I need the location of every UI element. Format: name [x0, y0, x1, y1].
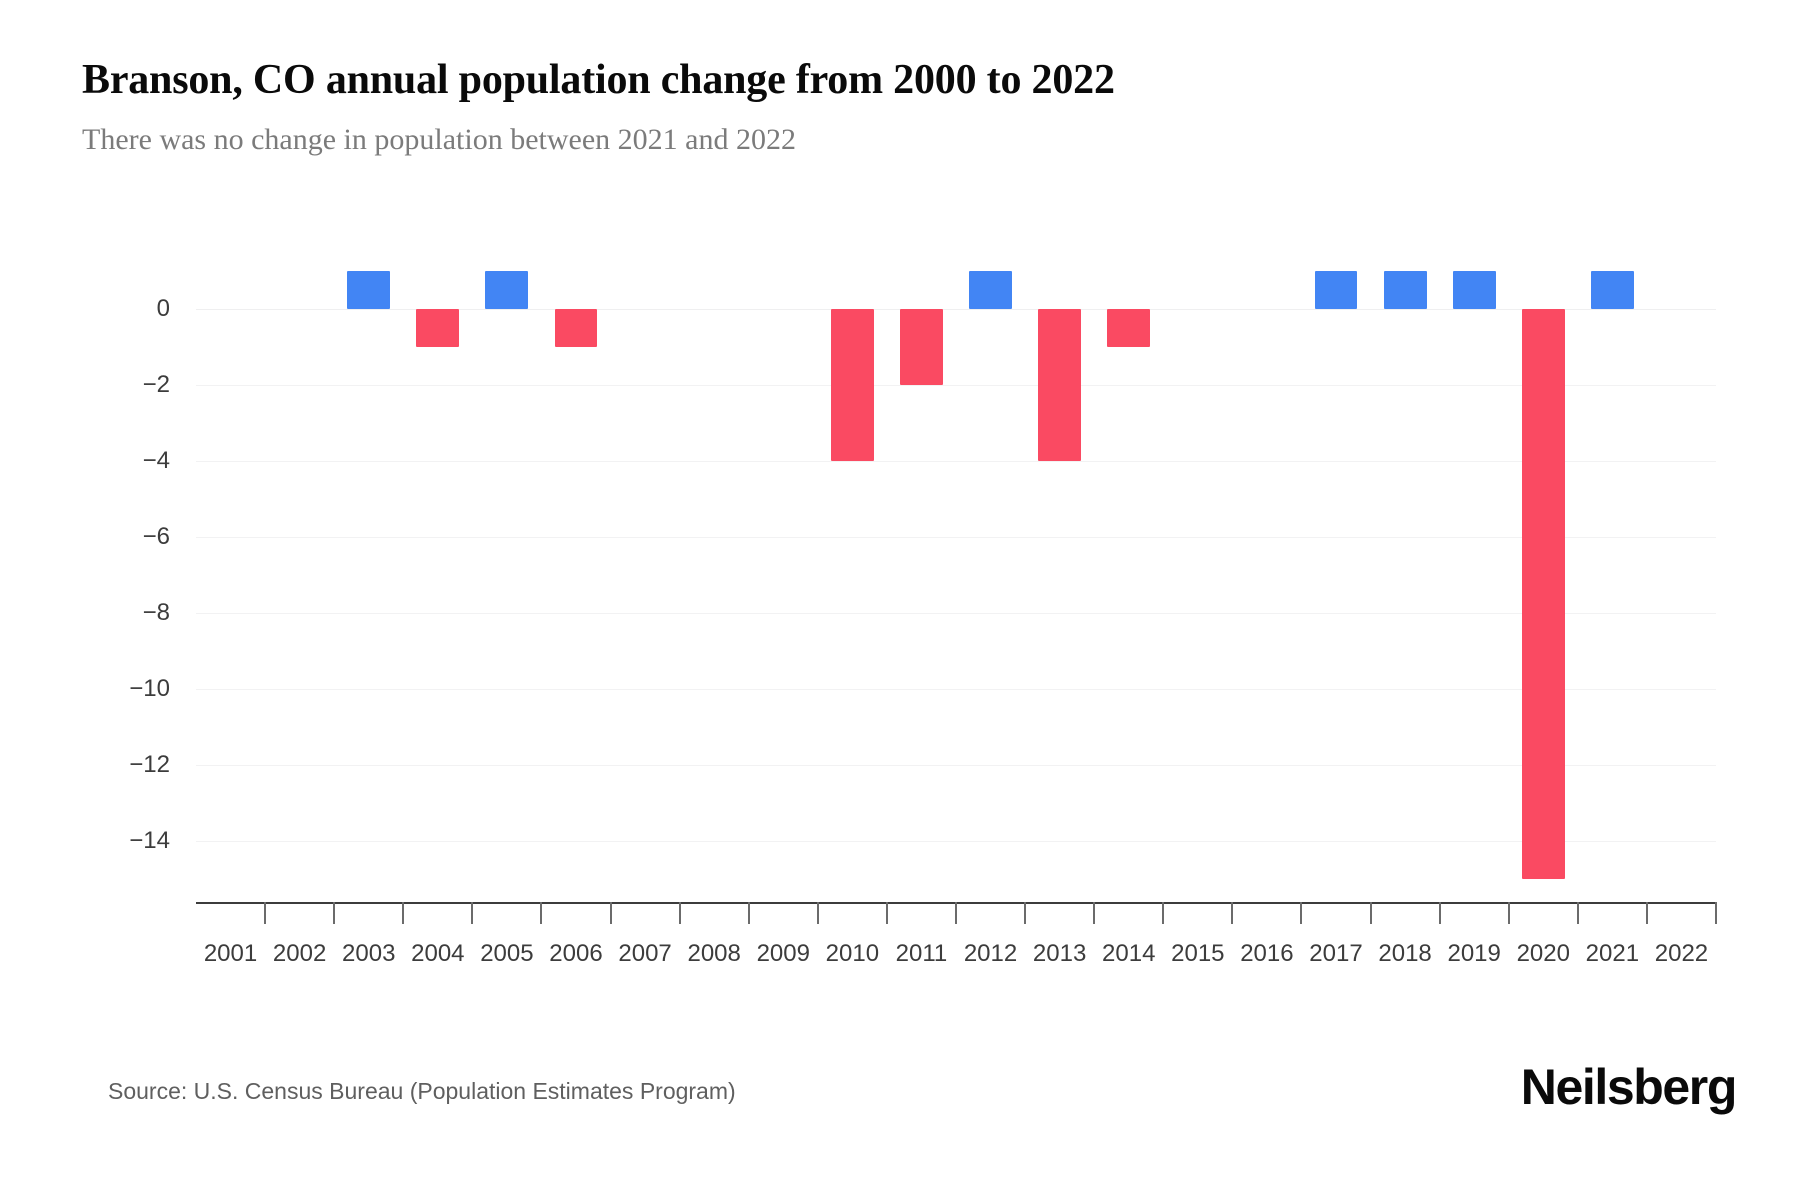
- x-axis-tick: [955, 902, 957, 924]
- x-axis-tick: [1715, 902, 1717, 924]
- zero-gridline: [196, 308, 1716, 310]
- x-axis-tick: [1369, 902, 1372, 924]
- chart-subtitle: There was no change in population betwee…: [82, 123, 796, 156]
- bar-2020[interactable]: [1521, 308, 1565, 880]
- x-axis-label-2001: 2001: [203, 940, 258, 967]
- x-axis-tick: [885, 902, 888, 924]
- x-axis-label-2004: 2004: [411, 940, 465, 967]
- gridline: [196, 841, 1716, 843]
- bar-2021[interactable]: [1590, 270, 1634, 309]
- bar-2005[interactable]: [485, 270, 529, 309]
- x-axis-label-2017: 2017: [1309, 940, 1363, 967]
- x-axis-tick: [816, 902, 819, 924]
- bar-2006[interactable]: [554, 308, 598, 347]
- bar-2011[interactable]: [900, 308, 943, 385]
- bar-2004[interactable]: [416, 308, 460, 347]
- x-axis-label-2002: 2002: [272, 940, 327, 967]
- page-title: Branson, CO annual population change fro…: [82, 57, 1115, 103]
- bar-2017[interactable]: [1314, 270, 1358, 309]
- x-axis-label-2005: 2005: [480, 940, 534, 967]
- x-axis-label-2018: 2018: [1378, 940, 1432, 967]
- x-axis-tick: [1438, 902, 1441, 924]
- x-axis-tick: [1024, 902, 1027, 924]
- x-axis-tick: [609, 902, 612, 924]
- gridline: [196, 689, 1716, 691]
- source-note: Source: U.S. Census Bureau (Population E…: [108, 1078, 736, 1104]
- x-axis-tick: [1507, 902, 1510, 924]
- gridline: [196, 384, 1716, 386]
- x-axis-tick: [678, 902, 681, 924]
- x-axis-tick: [1300, 902, 1303, 924]
- y-axis-tick-label: −2: [142, 370, 170, 398]
- x-axis-tick: [1231, 902, 1234, 924]
- x-axis-label-2019: 2019: [1447, 940, 1501, 967]
- x-axis-label-2008: 2008: [687, 940, 741, 967]
- bar-2014[interactable]: [1107, 308, 1151, 347]
- x-axis-tick: [1645, 902, 1648, 924]
- x-axis-tick: [402, 902, 405, 924]
- x-axis-label-2010: 2010: [825, 940, 880, 967]
- x-axis-label-2007: 2007: [618, 940, 672, 967]
- y-axis-tick-label: −4: [142, 446, 170, 474]
- brand-logo: Neilsberg: [1520, 1059, 1738, 1115]
- y-axis-tick-label: −6: [142, 522, 170, 550]
- x-axis-tick: [333, 902, 336, 924]
- y-axis-tick-label: −10: [129, 675, 170, 703]
- plot-area: 0 −2 −4 −6 −8 −10 −12 −14: [129, 248, 1716, 902]
- gridline: [196, 613, 1716, 615]
- x-axis-label-2014: 2014: [1102, 940, 1156, 967]
- gridline: [196, 460, 1716, 462]
- bar-2018[interactable]: [1383, 270, 1427, 309]
- x-axis-label-2012: 2012: [963, 940, 1018, 967]
- y-axis-tick-label: −14: [129, 827, 170, 855]
- bar-2013[interactable]: [1038, 308, 1082, 461]
- bar-2012[interactable]: [969, 270, 1012, 309]
- x-axis-label-2013: 2013: [1032, 940, 1087, 967]
- x-axis-tick: [1162, 902, 1165, 924]
- x-axis-label-2015: 2015: [1171, 940, 1225, 967]
- x-axis-label-2006: 2006: [549, 940, 603, 967]
- gridline: [196, 765, 1716, 767]
- x-axis-tick: [747, 902, 750, 924]
- chart-header: Branson, CO annual population change fro…: [82, 54, 1722, 160]
- bar-2010[interactable]: [830, 308, 874, 461]
- x-axis-tick: [1576, 902, 1579, 924]
- x-axis-tick: [264, 902, 267, 924]
- x-axis-tick: [1093, 902, 1096, 924]
- x-axis-label-2009: 2009: [756, 940, 810, 967]
- gridline: [196, 536, 1716, 538]
- x-axis-label-2022: 2022: [1654, 940, 1709, 967]
- y-axis-tick-label: −12: [129, 751, 170, 779]
- bar-2003[interactable]: [347, 270, 391, 309]
- y-axis-tick-label: 0: [156, 294, 170, 322]
- x-axis-label-2003: 2003: [342, 940, 396, 967]
- x-axis-label-2011: 2011: [895, 940, 948, 967]
- bar-2019[interactable]: [1452, 270, 1496, 309]
- x-axis-label-2021: 2021: [1585, 940, 1640, 967]
- x-axis-label-2020: 2020: [1516, 940, 1570, 967]
- x-axis-tick: [471, 902, 474, 924]
- x-axis-label-2016: 2016: [1240, 940, 1294, 967]
- y-axis-tick-label: −8: [142, 599, 170, 627]
- x-axis-tick: [540, 902, 543, 924]
